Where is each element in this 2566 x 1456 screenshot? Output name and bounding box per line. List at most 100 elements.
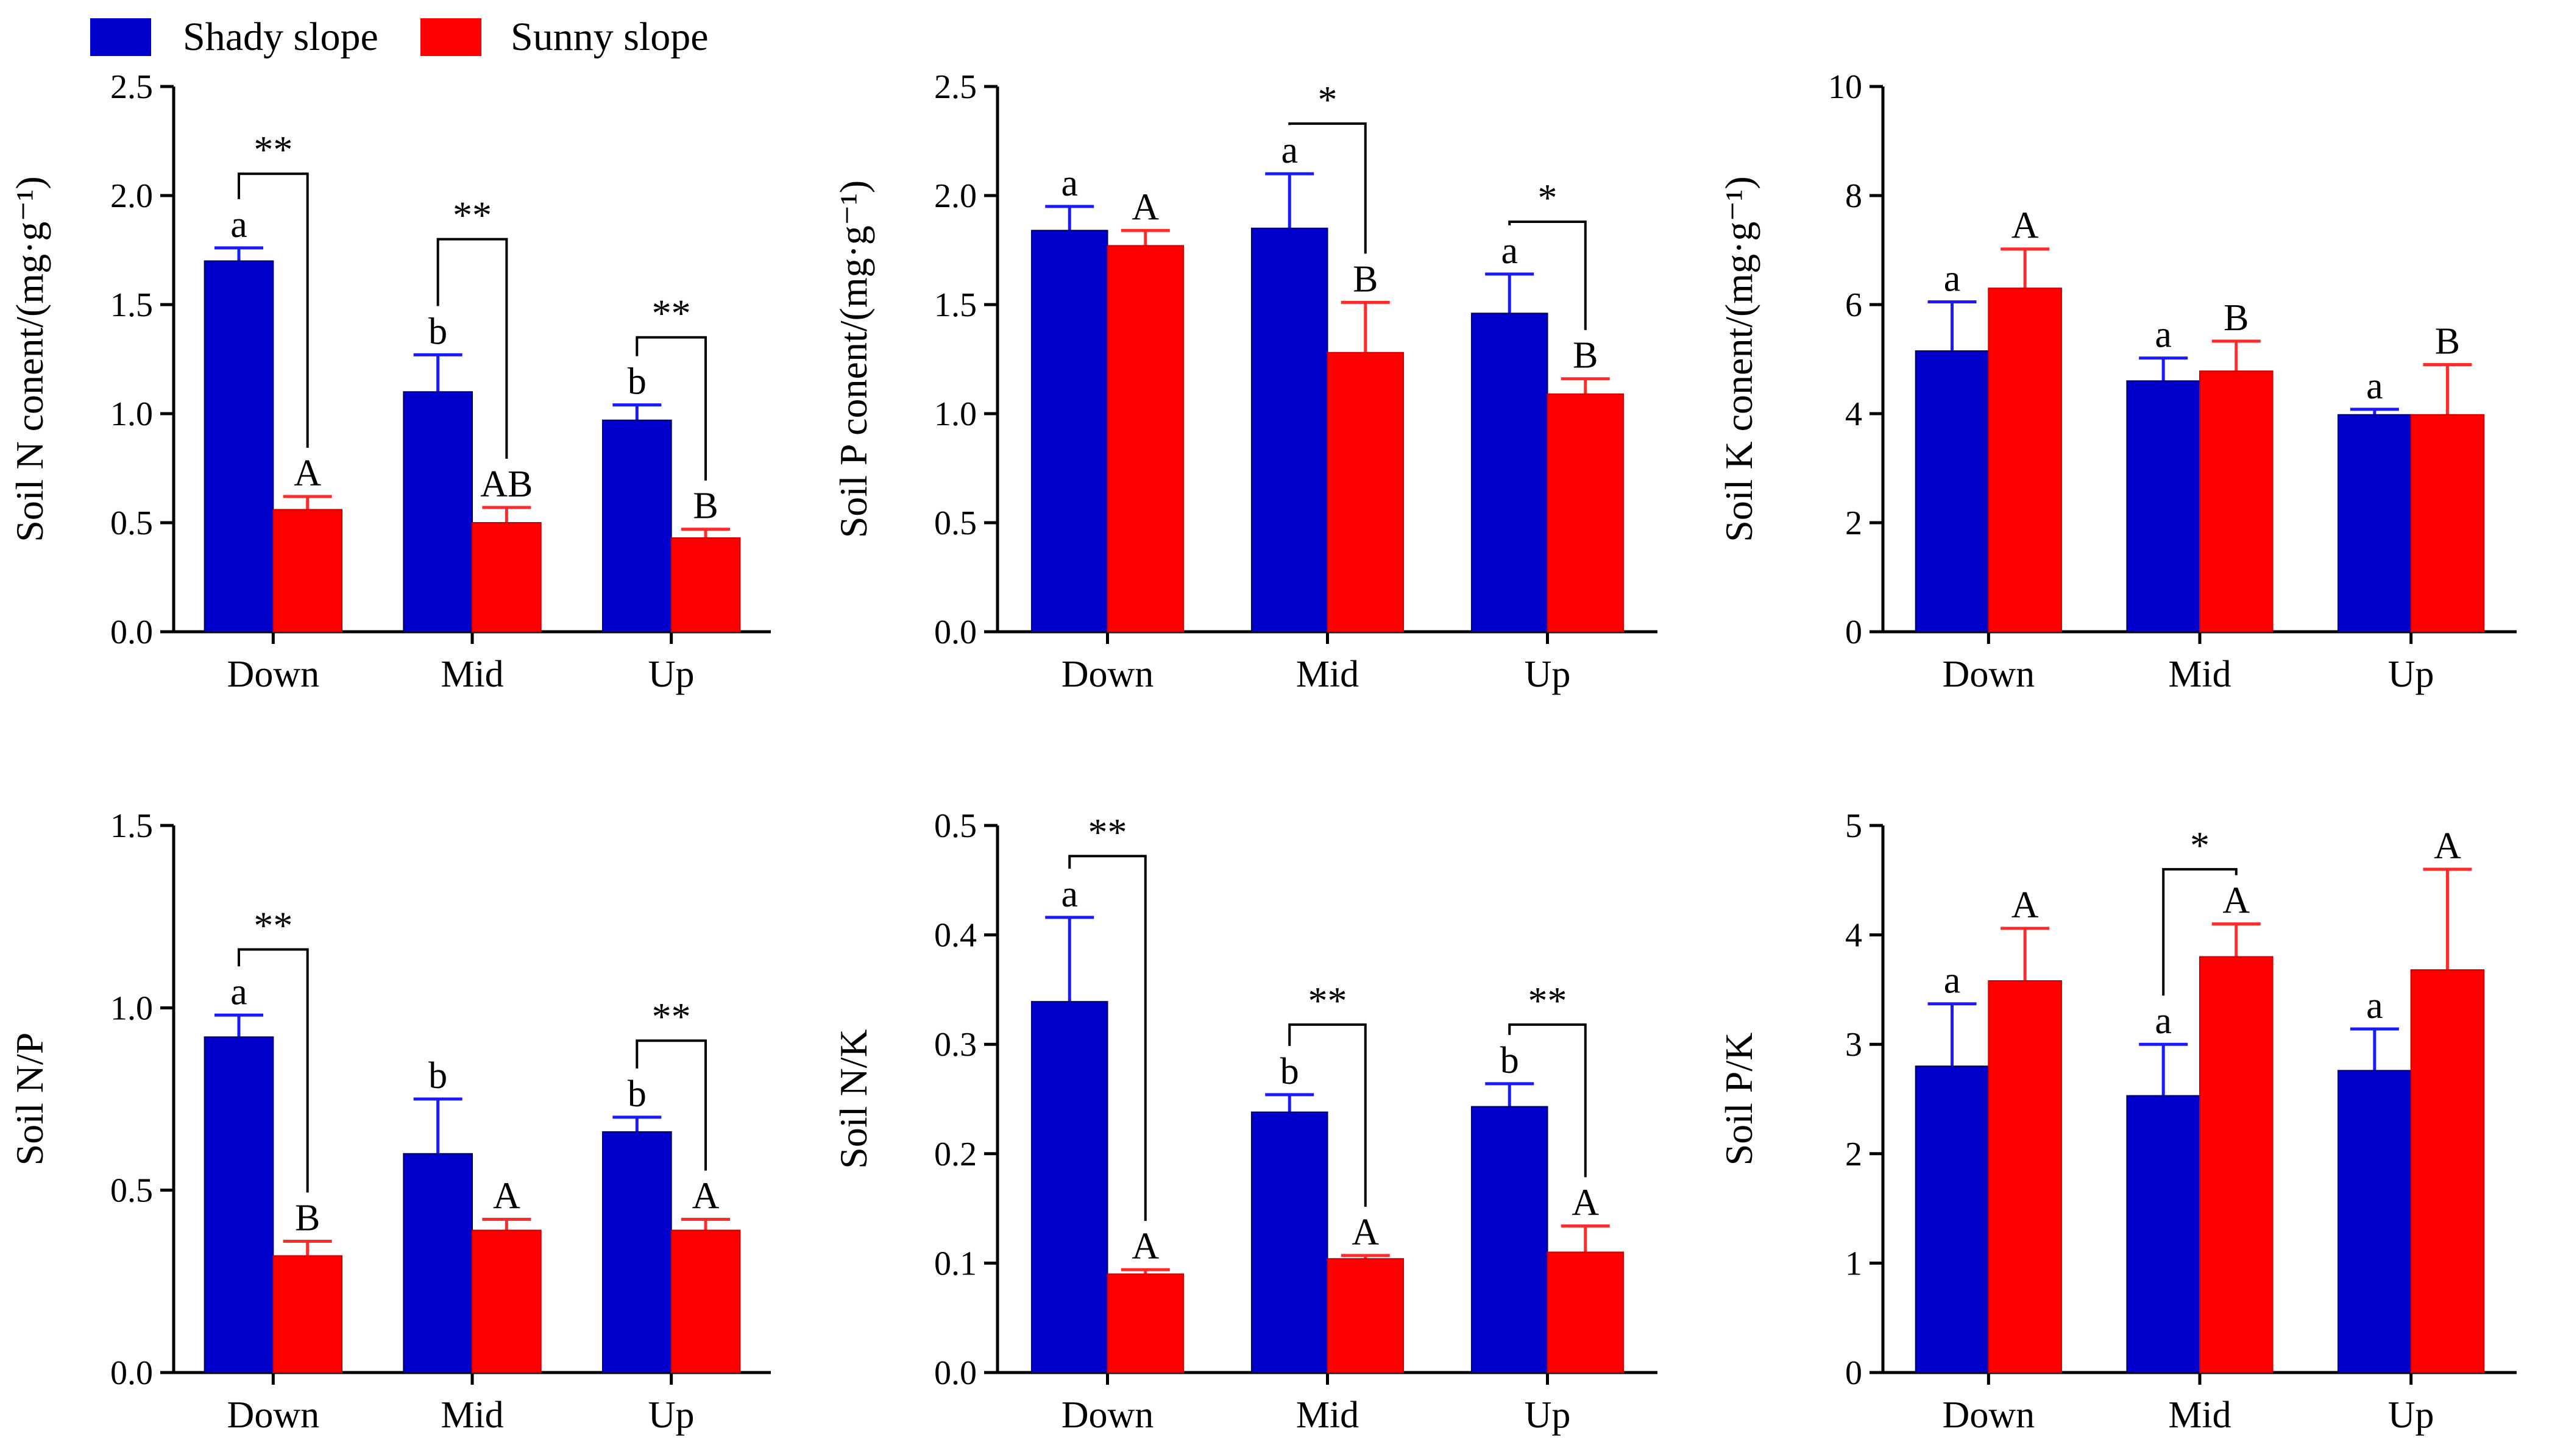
significance-bracket — [1508, 220, 1587, 330]
significance-letter: a — [1061, 163, 1078, 204]
bar-sunny — [272, 509, 343, 633]
y-axis-label: Soil P conent/(mg·g⁻¹) — [832, 180, 875, 538]
chart-soil-p: 0.0 0.5 1.0 1.5 2.0 2.5 Soil P conent/(mg·g⁻¹)… — [832, 68, 1657, 695]
y-tick-label: 1.5 — [110, 807, 153, 845]
bar-sunny — [1107, 1273, 1185, 1374]
bar-shady — [204, 260, 274, 632]
significance-letter: a — [1944, 960, 1961, 1002]
y-tick-label: 6 — [1845, 286, 1862, 324]
significance-letter: b — [1500, 1040, 1519, 1081]
y-tick-label: 2.5 — [934, 68, 977, 106]
significance-bracket — [436, 238, 508, 459]
significance-letter: A — [2434, 825, 2461, 867]
significance-letter: b — [428, 311, 447, 352]
bar-sunny — [1547, 393, 1625, 633]
y-tick-label: 1.0 — [934, 395, 977, 433]
significance-letter: a — [1281, 130, 1298, 171]
legend: Shady slope Sunny slope — [90, 15, 709, 59]
significance-stars: ** — [652, 995, 691, 1038]
bar-shady — [1030, 1001, 1108, 1373]
significance-stars: ** — [253, 904, 292, 947]
y-tick-label: 4 — [1845, 395, 1862, 433]
bar-sunny — [1988, 288, 2062, 632]
bar-sunny — [1988, 980, 2062, 1373]
y-tick-label: 0.0 — [110, 1354, 153, 1392]
significance-bracket — [237, 172, 309, 448]
x-tick-label: Mid — [441, 654, 503, 695]
significance-letter: A — [1572, 1182, 1599, 1223]
significance-bracket — [636, 336, 707, 481]
x-tick-label: Mid — [2168, 1394, 2231, 1436]
significance-stars: ** — [1088, 810, 1127, 853]
significance-letter: B — [295, 1197, 320, 1239]
significance-bracket — [237, 948, 309, 1193]
significance-letter: a — [1944, 258, 1961, 300]
bar-sunny — [1327, 352, 1405, 632]
y-tick-label: 0.0 — [110, 613, 153, 651]
significance-letter: a — [2155, 314, 2172, 356]
y-tick-label: 0.4 — [934, 917, 977, 955]
significance-letter: A — [1132, 1226, 1159, 1267]
y-tick-label: 0 — [1845, 613, 1862, 651]
y-tick-label: 2.0 — [110, 177, 153, 215]
significance-letter: a — [230, 971, 247, 1012]
y-tick-label: 10 — [1828, 68, 1862, 106]
significance-letter: a — [1501, 230, 1518, 272]
significance-bracket — [1288, 122, 1367, 254]
x-tick-label: Mid — [441, 1394, 503, 1436]
significance-letter: A — [493, 1176, 520, 1217]
bar-shady — [1250, 1111, 1328, 1373]
bar-shady — [204, 1036, 274, 1373]
y-tick-label: 2.5 — [110, 68, 153, 106]
y-tick-label: 0.5 — [110, 1172, 153, 1210]
significance-letter: a — [2366, 985, 2383, 1027]
bar-shady — [403, 1153, 473, 1374]
significance-letter: a — [2155, 1000, 2172, 1042]
y-axis-label: Soil N conent/(mg·g⁻¹) — [8, 176, 51, 542]
legend-label-shady: Shady slope — [183, 15, 378, 59]
y-tick-label: 4 — [1845, 917, 1862, 955]
x-tick-label: Mid — [2168, 654, 2231, 695]
significance-bracket — [1288, 1023, 1367, 1207]
y-tick-label: 0.1 — [934, 1245, 977, 1282]
bar-sunny — [2199, 956, 2274, 1373]
y-tick-label: 8 — [1845, 177, 1862, 215]
bar-sunny — [272, 1255, 343, 1374]
chart-soil-n: 0.0 0.5 1.0 1.5 2.0 2.5 Soil N conent/(mg·g⁻¹)… — [8, 68, 771, 695]
y-tick-label: 2 — [1845, 1136, 1862, 1173]
y-tick-label: 0.5 — [110, 504, 153, 542]
significance-letter: B — [1353, 258, 1378, 300]
y-axis-label: Soil N/P — [8, 1033, 51, 1166]
x-tick-label: Down — [1061, 654, 1154, 695]
y-tick-label: 1.0 — [110, 395, 153, 433]
bar-sunny — [2199, 370, 2274, 632]
y-axis-label: Soil P/K — [1717, 1033, 1760, 1166]
significance-stars: ** — [253, 128, 292, 171]
significance-letter: b — [428, 1055, 447, 1097]
significance-letter: b — [1280, 1051, 1299, 1092]
bar-shady — [601, 419, 672, 632]
significance-stars: ** — [453, 194, 492, 237]
y-tick-label: 1.0 — [110, 989, 153, 1027]
x-tick-label: Up — [648, 1394, 695, 1436]
bar-sunny — [2410, 969, 2485, 1373]
bar-shady — [1030, 230, 1108, 632]
significance-letter: B — [2224, 297, 2249, 339]
chart-soil-np: 0.0 0.5 1.0 1.5 Soil N/P Down a B Mid b A Up b A ** ** — [8, 807, 771, 1436]
significance-letter: B — [1573, 335, 1598, 376]
x-tick-label: Down — [1943, 654, 2035, 695]
y-tick-label: 0.0 — [934, 1354, 977, 1392]
significance-letter: a — [230, 204, 247, 246]
y-tick-label: 0.2 — [934, 1136, 977, 1173]
y-tick-label: 0.5 — [934, 504, 977, 542]
bar-sunny — [1327, 1258, 1405, 1374]
significance-letter: b — [628, 361, 647, 403]
bar-shady — [1915, 1065, 1990, 1373]
legend-swatch-shady — [90, 18, 151, 56]
significance-bracket — [1508, 1023, 1587, 1178]
significance-stars: * — [1538, 176, 1558, 219]
y-axis-label: Soil K conent/(mg·g⁻¹) — [1717, 176, 1760, 542]
significance-letter: A — [2011, 885, 2039, 926]
significance-bracket — [636, 1039, 707, 1171]
